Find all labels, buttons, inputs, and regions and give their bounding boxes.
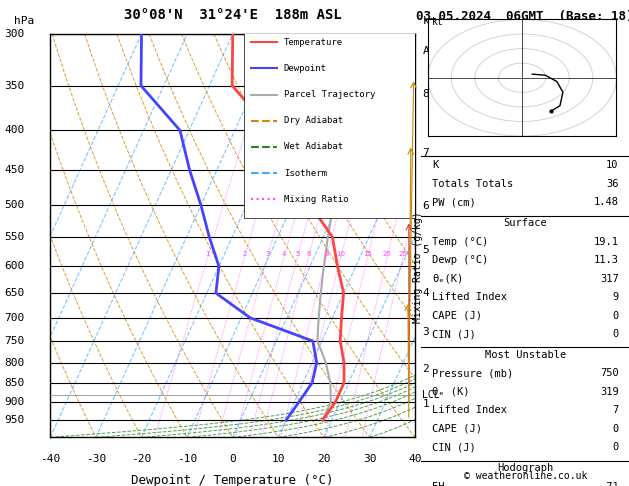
Text: kt: kt <box>431 17 443 27</box>
Text: -20: -20 <box>131 453 152 464</box>
Text: 0: 0 <box>613 442 619 452</box>
Text: Dewpoint / Temperature (°C): Dewpoint / Temperature (°C) <box>131 474 334 486</box>
Text: Totals Totals: Totals Totals <box>431 179 513 189</box>
Text: Parcel Trajectory: Parcel Trajectory <box>284 90 375 99</box>
Text: 400: 400 <box>4 125 25 136</box>
Text: 950: 950 <box>4 415 25 425</box>
Text: 3: 3 <box>265 250 270 257</box>
Text: 1: 1 <box>206 250 210 257</box>
Text: 1: 1 <box>423 399 429 409</box>
Text: 5: 5 <box>423 245 429 255</box>
Text: Lifted Index: Lifted Index <box>431 405 507 416</box>
Text: -10: -10 <box>177 453 198 464</box>
Text: CAPE (J): CAPE (J) <box>431 424 482 434</box>
Text: 20: 20 <box>383 250 392 257</box>
Text: 03.05.2024  06GMT  (Base: 18): 03.05.2024 06GMT (Base: 18) <box>416 10 629 23</box>
Text: 7: 7 <box>423 148 429 158</box>
Text: 800: 800 <box>4 358 25 367</box>
Text: Dry Adiabat: Dry Adiabat <box>284 116 343 125</box>
Text: Temperature: Temperature <box>284 37 343 47</box>
Text: Wet Adiabat: Wet Adiabat <box>284 142 343 152</box>
Text: Most Unstable: Most Unstable <box>484 350 566 360</box>
Text: EH: EH <box>431 482 444 486</box>
Text: 500: 500 <box>4 200 25 210</box>
Text: Temp (°C): Temp (°C) <box>431 237 488 247</box>
Text: 700: 700 <box>4 313 25 323</box>
Text: 5: 5 <box>296 250 300 257</box>
Text: 30: 30 <box>363 453 376 464</box>
Text: 319: 319 <box>600 387 619 397</box>
Text: 11.3: 11.3 <box>594 255 619 265</box>
Text: 2: 2 <box>423 364 429 374</box>
Text: Hodograph: Hodograph <box>497 463 554 473</box>
Text: -71: -71 <box>600 482 619 486</box>
Text: 19.1: 19.1 <box>594 237 619 247</box>
Text: 750: 750 <box>600 368 619 379</box>
Text: Dewpoint: Dewpoint <box>284 64 327 73</box>
Text: -30: -30 <box>86 453 106 464</box>
Text: 9: 9 <box>613 292 619 302</box>
Text: 0: 0 <box>613 311 619 321</box>
Text: 7: 7 <box>613 405 619 416</box>
Text: θₑ (K): θₑ (K) <box>431 387 469 397</box>
Text: 1.48: 1.48 <box>594 197 619 208</box>
Text: 4: 4 <box>282 250 286 257</box>
Text: 40: 40 <box>408 453 422 464</box>
Text: 3: 3 <box>423 328 429 337</box>
Text: 10: 10 <box>337 250 345 257</box>
Text: Dewp (°C): Dewp (°C) <box>431 255 488 265</box>
Text: 36: 36 <box>606 179 619 189</box>
Text: Mixing Ratio (g/kg): Mixing Ratio (g/kg) <box>413 211 423 323</box>
Text: PW (cm): PW (cm) <box>431 197 476 208</box>
Text: 0: 0 <box>613 329 619 339</box>
Text: K: K <box>431 160 438 171</box>
Text: 850: 850 <box>4 378 25 388</box>
Text: 550: 550 <box>4 232 25 242</box>
Text: 650: 650 <box>4 288 25 298</box>
Text: 0: 0 <box>230 453 236 464</box>
Text: 8: 8 <box>423 89 429 99</box>
Text: CIN (J): CIN (J) <box>431 442 476 452</box>
Text: 900: 900 <box>4 397 25 407</box>
Text: 25: 25 <box>399 250 408 257</box>
Text: 6: 6 <box>306 250 311 257</box>
Text: 0: 0 <box>613 424 619 434</box>
Text: 4: 4 <box>423 288 429 298</box>
Text: 20: 20 <box>317 453 331 464</box>
Text: 450: 450 <box>4 165 25 175</box>
Text: Isotherm: Isotherm <box>284 169 327 178</box>
Text: 2: 2 <box>243 250 247 257</box>
Text: 15: 15 <box>364 250 372 257</box>
Text: CIN (J): CIN (J) <box>431 329 476 339</box>
Text: CAPE (J): CAPE (J) <box>431 311 482 321</box>
Text: © weatheronline.co.uk: © weatheronline.co.uk <box>464 471 587 481</box>
Text: θₑ(K): θₑ(K) <box>431 274 463 284</box>
Text: LCL: LCL <box>423 390 440 399</box>
Text: 8: 8 <box>325 250 329 257</box>
Text: Mixing Ratio: Mixing Ratio <box>284 195 348 204</box>
Text: 30°08'N  31°24'E  188m ASL: 30°08'N 31°24'E 188m ASL <box>124 8 342 22</box>
Text: 600: 600 <box>4 261 25 271</box>
Text: 6: 6 <box>423 201 429 211</box>
Text: Lifted Index: Lifted Index <box>431 292 507 302</box>
Text: 750: 750 <box>4 336 25 346</box>
Text: 350: 350 <box>4 81 25 91</box>
Text: -40: -40 <box>40 453 60 464</box>
Text: 300: 300 <box>4 29 25 39</box>
Text: km: km <box>423 16 436 26</box>
Text: Surface: Surface <box>503 218 547 228</box>
Text: Pressure (mb): Pressure (mb) <box>431 368 513 379</box>
Text: ASL: ASL <box>423 46 443 56</box>
Text: 317: 317 <box>600 274 619 284</box>
Text: hPa: hPa <box>14 16 34 26</box>
Text: 10: 10 <box>272 453 285 464</box>
FancyBboxPatch shape <box>243 26 419 218</box>
Text: 10: 10 <box>606 160 619 171</box>
